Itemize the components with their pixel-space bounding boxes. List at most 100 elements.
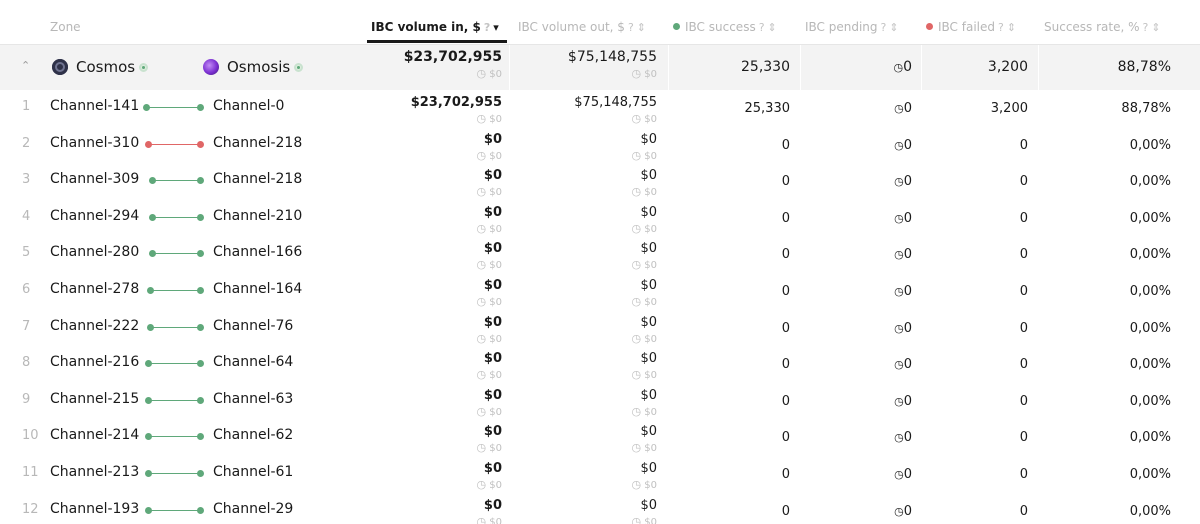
target-channel-status-dot xyxy=(197,397,204,404)
history-clock-icon: ◷ xyxy=(631,441,642,454)
help-circle-icon[interactable]: ? xyxy=(483,21,491,34)
pending-count: ◷0 xyxy=(894,211,912,226)
source-channel[interactable]: Channel-216 xyxy=(50,354,140,370)
table-row[interactable]: 4 Channel-294 Channel-210 $0 ◷ $0 $0 ◷ $… xyxy=(0,200,1200,237)
column-header-success[interactable]: IBC success? ⇕ xyxy=(673,20,777,34)
source-channel[interactable]: Channel-214 xyxy=(50,427,140,443)
target-channel[interactable]: Channel-218 xyxy=(213,135,303,151)
volume-out-pending: ◷ $0 xyxy=(631,295,657,308)
target-channel[interactable]: Channel-76 xyxy=(213,318,294,334)
target-zone[interactable]: Osmosis xyxy=(203,57,304,76)
help-circle-icon[interactable]: ? xyxy=(627,21,634,34)
table-row[interactable]: 10 Channel-214 Channel-62 $0 ◷ $0 $0 ◷ $… xyxy=(0,419,1200,456)
volume-in-pending: ◷ $0 xyxy=(476,112,502,125)
help-circle-icon[interactable]: ? xyxy=(758,21,765,34)
success-rate: 0,00% xyxy=(1129,174,1171,189)
success-count: 0 xyxy=(781,247,790,262)
target-channel[interactable]: Channel-218 xyxy=(213,171,303,187)
volume-in-value: $0 xyxy=(483,388,502,403)
sort-arrows-icon[interactable]: ⇕ xyxy=(889,21,899,34)
failed-count: 0 xyxy=(1019,174,1028,189)
table-row[interactable]: 8 Channel-216 Channel-64 $0 ◷ $0 $0 ◷ $0… xyxy=(0,346,1200,383)
volume-in-pending: ◷ $0 xyxy=(476,258,502,271)
table-row[interactable]: 1 Channel-141 Channel-0 $23,702,955 ◷ $0… xyxy=(0,90,1200,127)
table-row[interactable]: 6 Channel-278 Channel-164 $0 ◷ $0 $0 ◷ $… xyxy=(0,273,1200,310)
source-channel[interactable]: Channel-215 xyxy=(50,391,140,407)
row-index: 6 xyxy=(22,282,31,297)
pending-count: ◷0 xyxy=(894,430,912,445)
target-channel[interactable]: Channel-62 xyxy=(213,427,294,443)
volume-out-value: $0 xyxy=(640,205,657,220)
column-header-rate[interactable]: Success rate, %? ⇕ xyxy=(1044,20,1161,34)
source-channel[interactable]: Channel-222 xyxy=(50,318,140,334)
failed-count: 0 xyxy=(1019,211,1028,226)
volume-in-value: $0 xyxy=(483,461,502,476)
success-count: 0 xyxy=(781,138,790,153)
summary-success: 25,330 xyxy=(741,59,790,75)
target-channel-status-dot xyxy=(197,177,204,184)
table-row[interactable]: 11 Channel-213 Channel-61 $0 ◷ $0 $0 ◷ $… xyxy=(0,456,1200,493)
cosmos-logo-icon xyxy=(52,59,68,75)
table-row[interactable]: 3 Channel-309 Channel-218 $0 ◷ $0 $0 ◷ $… xyxy=(0,163,1200,200)
column-header-zone: Zone xyxy=(50,20,81,34)
success-count: 25,330 xyxy=(744,101,791,116)
history-clock-icon: ◷ xyxy=(894,395,904,408)
failed-count: 3,200 xyxy=(990,101,1028,116)
source-channel[interactable]: Channel-193 xyxy=(50,501,140,517)
target-channel[interactable]: Channel-0 xyxy=(213,98,285,114)
channel-connection-line xyxy=(152,217,200,218)
target-channel-status-dot xyxy=(197,360,204,367)
table-row[interactable]: 2 Channel-310 Channel-218 $0 ◷ $0 $0 ◷ $… xyxy=(0,127,1200,164)
volume-out-pending: ◷ $0 xyxy=(631,441,657,454)
target-channel[interactable]: Channel-166 xyxy=(213,244,303,260)
sort-arrows-icon[interactable]: ⇕ xyxy=(636,21,647,34)
history-clock-icon: ◷ xyxy=(476,185,487,198)
source-channel[interactable]: Channel-310 xyxy=(50,135,140,151)
pending-count: ◷0 xyxy=(894,504,912,519)
table-row[interactable]: 7 Channel-222 Channel-76 $0 ◷ $0 $0 ◷ $0… xyxy=(0,310,1200,347)
source-channel[interactable]: Channel-278 xyxy=(50,281,140,297)
pending-count: ◷0 xyxy=(894,247,912,262)
source-channel[interactable]: Channel-294 xyxy=(50,208,140,224)
help-circle-icon[interactable]: ? xyxy=(880,21,887,34)
volume-in-pending: ◷ $0 xyxy=(476,222,502,235)
history-clock-icon: ◷ xyxy=(476,515,487,524)
row-index: 10 xyxy=(22,428,39,443)
source-channel[interactable]: Channel-309 xyxy=(50,171,140,187)
source-channel[interactable]: Channel-213 xyxy=(50,464,140,480)
channel-connection-line xyxy=(148,473,200,474)
source-zone[interactable]: Cosmos xyxy=(52,57,149,76)
caret-down-icon[interactable]: ▾ xyxy=(493,21,499,34)
sort-arrows-icon[interactable]: ⇕ xyxy=(1151,21,1161,34)
help-circle-icon[interactable]: ? xyxy=(998,21,1004,34)
help-circle-icon[interactable]: ? xyxy=(1142,21,1149,34)
target-channel[interactable]: Channel-210 xyxy=(213,208,303,224)
target-channel[interactable]: Channel-61 xyxy=(213,464,294,480)
table-row[interactable]: 5 Channel-280 Channel-166 $0 ◷ $0 $0 ◷ $… xyxy=(0,236,1200,273)
target-channel[interactable]: Channel-29 xyxy=(213,501,294,517)
failed-count: 0 xyxy=(1019,138,1028,153)
column-header-pending[interactable]: IBC pending? ⇕ xyxy=(805,20,899,34)
channel-connection-line xyxy=(148,436,200,437)
volume-in-pending: ◷ $0 xyxy=(476,441,502,454)
success-rate: 0,00% xyxy=(1129,504,1171,519)
failed-count: 0 xyxy=(1019,394,1028,409)
target-channel[interactable]: Channel-63 xyxy=(213,391,294,407)
table-row[interactable]: 9 Channel-215 Channel-63 $0 ◷ $0 $0 ◷ $0… xyxy=(0,383,1200,420)
table-row[interactable]: 12 Channel-193 Channel-29 $0 ◷ $0 $0 ◷ $… xyxy=(0,493,1200,524)
sort-arrows-icon[interactable]: ⇕ xyxy=(1006,21,1017,34)
zone-summary-row[interactable]: ⌃ Cosmos Osmosis $23,702,955 ◷ $0 $75,14… xyxy=(0,44,1200,91)
history-clock-icon: ◷ xyxy=(894,358,904,371)
column-header-volume-in[interactable]: IBC volume in, $? ▾ xyxy=(371,20,499,34)
sort-arrows-icon[interactable]: ⇕ xyxy=(767,21,777,34)
source-channel[interactable]: Channel-141 xyxy=(50,98,140,114)
column-header-failed[interactable]: IBC failed? ⇕ xyxy=(926,20,1016,34)
target-channel[interactable]: Channel-64 xyxy=(213,354,294,370)
target-channel[interactable]: Channel-164 xyxy=(213,281,303,297)
chevron-up-icon[interactable]: ⌃ xyxy=(21,59,31,72)
column-header-volume-out[interactable]: IBC volume out, $? ⇕ xyxy=(518,20,646,34)
source-channel[interactable]: Channel-280 xyxy=(50,244,140,260)
volume-in-pending: ◷ $0 xyxy=(476,149,502,162)
history-clock-icon: ◷ xyxy=(476,112,487,125)
volume-out-value: $0 xyxy=(640,132,657,147)
